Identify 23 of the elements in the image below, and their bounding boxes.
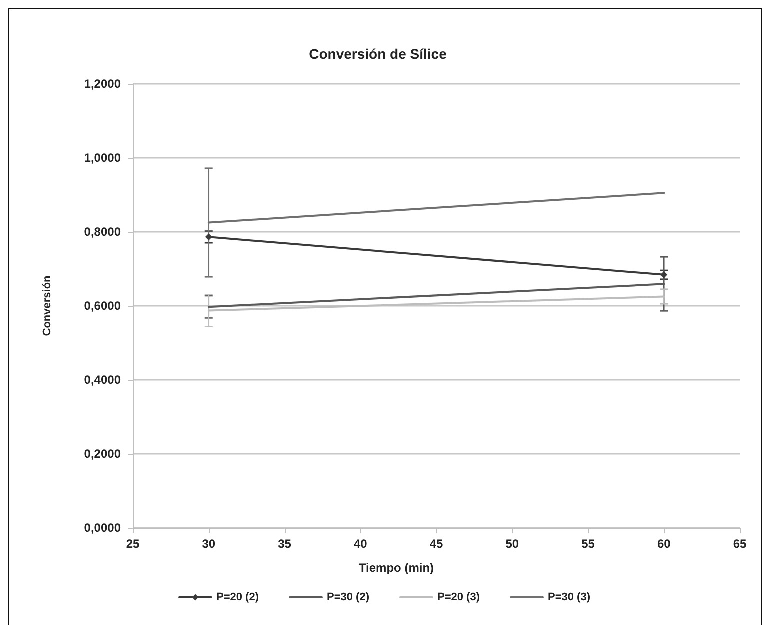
x-tick-label: 55 [582, 537, 596, 551]
y-tick-label: 0,0000 [84, 521, 122, 535]
legend-label: P=20 (2) [216, 592, 260, 604]
x-tick-label: 35 [278, 537, 292, 551]
y-tick-label: 0,2000 [84, 447, 122, 461]
x-tick-label: 65 [733, 537, 747, 551]
x-tick-label: 25 [126, 537, 140, 551]
legend-label: P=30 (2) [327, 592, 370, 604]
legend-label: P=20 (3) [438, 592, 480, 604]
y-tick-label: 0,8000 [84, 225, 122, 239]
y-tick-label: 1,0000 [84, 151, 122, 165]
x-axis-title: Tiempo (min) [358, 561, 434, 575]
x-tick-label: 60 [657, 537, 672, 551]
chart-title: Conversión de Sílice [309, 46, 448, 62]
x-tick-label: 50 [506, 537, 520, 551]
y-tick-label: 0,4000 [84, 373, 122, 387]
y-tick-label: 0,6000 [84, 299, 122, 313]
y-tick-label: 1,2000 [84, 77, 122, 91]
y-axis-title: Conversión [42, 275, 54, 336]
x-tick-label: 45 [430, 537, 444, 551]
x-tick-label: 30 [202, 537, 216, 551]
x-tick-label: 40 [354, 537, 368, 551]
legend-label: P=30 (3) [548, 592, 591, 604]
